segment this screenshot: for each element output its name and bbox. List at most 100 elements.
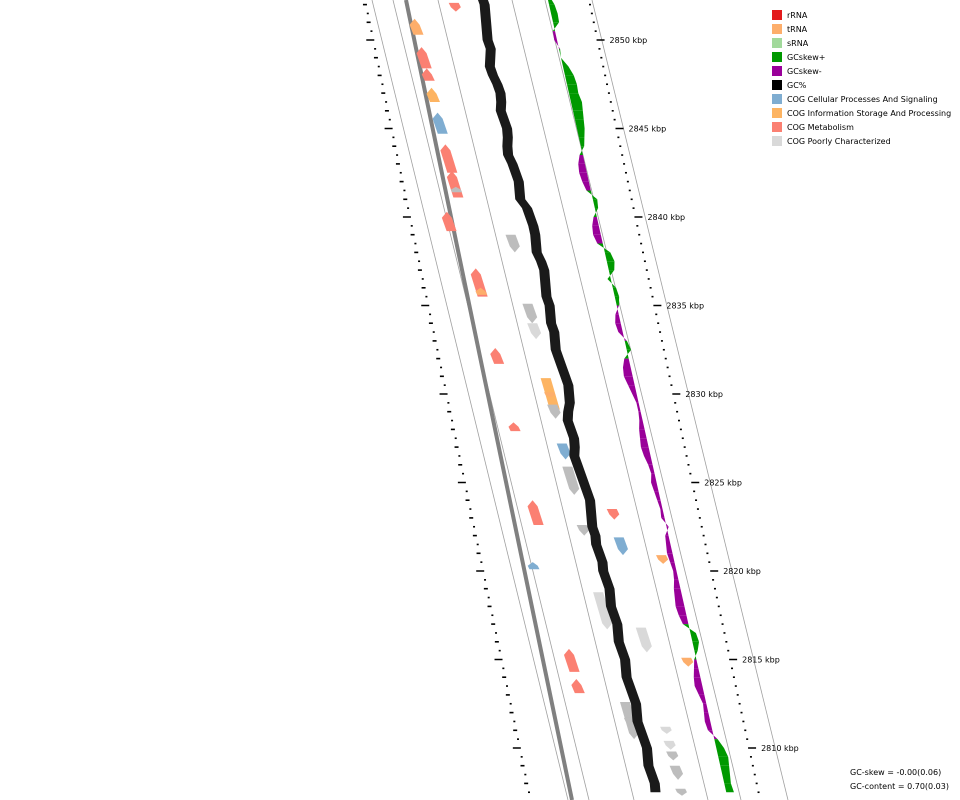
legend-item: GCskew+: [772, 50, 951, 64]
gene-feature: [593, 592, 613, 630]
gene-feature: [660, 726, 672, 734]
gene-feature: [475, 287, 488, 295]
gc-skew-segment: [632, 394, 639, 403]
gc-skew-segment: [714, 739, 724, 748]
gene-feature: [527, 562, 540, 570]
gc-skew-segment: [607, 270, 615, 279]
legend-item: COG Poorly Characterized: [772, 134, 951, 148]
gc-skew-segment: [651, 473, 657, 483]
legend-label: COG Metabolism: [787, 122, 854, 132]
ring-line: [437, 0, 635, 800]
legend-label: sRNA: [787, 38, 809, 48]
gc-skew-segment: [552, 22, 560, 32]
gc-skew-segment: [724, 783, 734, 793]
ring-line: [371, 0, 569, 800]
gc-skew-segment: [678, 615, 689, 625]
gc-skew-segment: [572, 110, 584, 120]
legend-swatch: [772, 38, 782, 48]
gc-skew-segment: [690, 632, 700, 642]
legend-swatch: [772, 10, 782, 20]
backbone-line: [404, 0, 574, 800]
gc-skew-segment: [648, 464, 655, 474]
gc-skew-segment: [673, 579, 681, 589]
gc-skew-segment: [657, 500, 663, 510]
gene-feature: [490, 347, 505, 364]
legend-label: GC%: [787, 80, 807, 90]
gc-skew-segment: [578, 155, 585, 164]
gc-skew-segment: [720, 765, 730, 775]
gene-feature: [576, 524, 590, 536]
ring-guide-lines: [371, 0, 789, 800]
gc-skew-segment: [606, 261, 615, 271]
gene-feature: [571, 678, 585, 694]
legend-item: COG Cellular Processes And Signaling: [772, 92, 951, 106]
gc-skew-segment: [562, 66, 574, 76]
genome-backbone: [404, 0, 574, 800]
gc-skew-segment: [665, 526, 669, 536]
gc-skew-segment: [615, 323, 623, 333]
gc-skew-segment: [574, 119, 585, 129]
gene-feature: [416, 47, 432, 69]
gene-feature: [508, 422, 521, 432]
gc-skew-segment: [551, 13, 560, 23]
gc-skew-segment: [576, 128, 585, 138]
legend-swatch: [772, 24, 782, 34]
gc-skew-segment: [554, 40, 561, 49]
gc-content-stat: GC-content = 0.70(0.03): [850, 782, 949, 791]
ring-line: [544, 0, 742, 800]
tick-label: 2835 kbp: [666, 302, 704, 311]
gc-skew-segment: [660, 509, 665, 518]
gc-skew-segment: [716, 748, 729, 757]
gc-skew-segment: [674, 597, 685, 607]
gc-skew-segment: [703, 712, 711, 722]
gc-skew-segment: [558, 48, 561, 58]
gc-skew-segment: [665, 535, 671, 545]
gc-skew-segment: [622, 367, 633, 377]
legend-item: GC%: [772, 78, 951, 92]
gene-feature: [556, 443, 571, 460]
gene-feature: [562, 466, 580, 495]
gene-feature: [655, 555, 669, 564]
gc-skew-segment: [703, 703, 709, 713]
gc-skew-segment: [579, 146, 585, 156]
gc-skew-segment: [607, 278, 617, 288]
gc-skew-segment: [568, 93, 582, 102]
gc-skew-segment: [592, 199, 599, 209]
gc-skew-segment: [586, 190, 598, 200]
gene-feature: [613, 537, 628, 556]
legend-swatch: [772, 122, 782, 132]
gc-skew-segment: [579, 172, 589, 182]
gc-skew-segment: [636, 402, 641, 412]
gene-feature: [544, 392, 556, 398]
legend-item: sRNA: [772, 36, 951, 50]
gc-skew-segment: [722, 774, 731, 784]
gc-skew-segment: [614, 296, 620, 306]
gc-skew-segment: [682, 624, 696, 633]
gc-content-band: [477, 0, 661, 793]
legend-label: COG Cellular Processes And Signaling: [787, 94, 938, 104]
feature-track: [409, 2, 694, 796]
gc-skew-segment: [552, 31, 557, 40]
gc-skew-segment: [624, 349, 632, 359]
gc-skew-segment: [570, 101, 583, 111]
legend-item: tRNA: [772, 22, 951, 36]
gc-skew-segment: [618, 332, 627, 341]
legend-label: GCskew-: [787, 66, 822, 76]
legend-swatch: [772, 94, 782, 104]
gc-content-track: [477, 0, 661, 793]
gc-skew-segment: [604, 252, 615, 262]
gc-skew-segment: [639, 420, 645, 430]
tick-label: 2820 kbp: [723, 567, 761, 576]
legend-label: COG Information Storage And Processing: [787, 108, 952, 118]
gc-skew-segment: [661, 517, 669, 527]
gc-skew-segment: [582, 181, 591, 191]
gene-feature: [470, 268, 488, 297]
gc-skew-segment: [666, 553, 675, 563]
legend-label: GCskew+: [787, 52, 826, 62]
gc-skew-segment: [560, 57, 569, 67]
tick-label: 2810 kbp: [761, 744, 799, 753]
gc-skew-segment: [638, 411, 643, 421]
gc-skew-track: [547, 0, 734, 793]
gc-skew-stat: GC-skew = -0.00(0.06): [850, 768, 942, 777]
gc-skew-segment: [597, 243, 611, 253]
